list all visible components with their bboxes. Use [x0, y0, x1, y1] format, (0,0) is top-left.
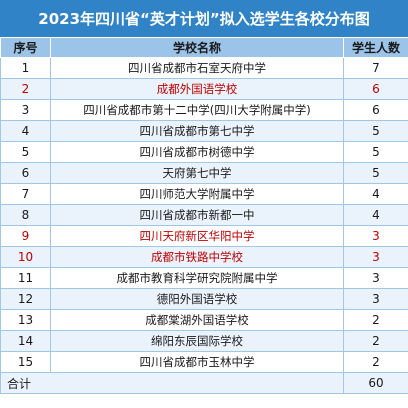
school-name: 成都外国语学校 — [50, 78, 344, 100]
student-count: 5 — [343, 141, 408, 163]
school-name: 绵阳东辰国际学校 — [50, 330, 344, 352]
table-row: 5 四川省成都市树德中学 5 — [0, 141, 408, 163]
student-count: 7 — [343, 57, 408, 79]
row-number: 6 — [0, 162, 51, 184]
table-row: 13 成都棠湖外国语学校 2 — [0, 309, 408, 331]
student-count: 5 — [343, 120, 408, 142]
table-body: 1 四川省成都市石室天府中学 7 2 成都外国语学校 6 3 四川省成都市第十二中学(四川大学… — [0, 57, 408, 394]
row-number: 15 — [0, 351, 51, 373]
header-row: 序号 学校名称 学生人数 — [0, 37, 408, 58]
total-count: 60 — [343, 372, 408, 394]
school-name: 四川省成都市新都一中 — [50, 204, 344, 226]
school-name: 四川省成都市玉林中学 — [50, 351, 344, 373]
table-row: 4 四川省成都市第七中学 5 — [0, 120, 408, 142]
school-name: 四川师范大学附属中学 — [50, 183, 344, 205]
row-number: 5 — [0, 141, 51, 163]
table-row: 1 四川省成都市石室天府中学 7 — [0, 57, 408, 79]
table-row: 9 四川天府新区华阳中学 3 — [0, 225, 408, 247]
row-number: 4 — [0, 120, 51, 142]
table-row: 6 天府第七中学 5 — [0, 162, 408, 184]
school-distribution-table: 序号 学校名称 学生人数 1 四川省成都市石室天府中学 7 2 成都外国语学校 6 3 四川省… — [0, 37, 408, 394]
table-row: 7 四川师范大学附属中学 4 — [0, 183, 408, 205]
header-no: 序号 — [0, 37, 51, 58]
student-count: 6 — [343, 99, 408, 121]
table-row: 10 成都市铁路中学校 3 — [0, 246, 408, 268]
row-number: 8 — [0, 204, 51, 226]
student-count: 3 — [343, 246, 408, 268]
school-name: 四川省成都市石室天府中学 — [50, 57, 344, 79]
school-name: 成都棠湖外国语学校 — [50, 309, 344, 331]
row-number: 14 — [0, 330, 51, 352]
row-number: 10 — [0, 246, 51, 268]
table-row: 11 成都市教育科学研究院附属中学 3 — [0, 267, 408, 289]
school-name: 成都市铁路中学校 — [50, 246, 344, 268]
header-school: 学校名称 — [50, 37, 344, 58]
student-count: 6 — [343, 78, 408, 100]
student-count: 4 — [343, 204, 408, 226]
school-name: 四川省成都市第十二中学(四川大学附属中学) — [50, 99, 344, 121]
student-count: 3 — [343, 225, 408, 247]
table-row: 12 德阳外国语学校 3 — [0, 288, 408, 310]
total-label: 合计 — [0, 372, 344, 394]
table-row: 15 四川省成都市玉林中学 2 — [0, 351, 408, 373]
table-row: 8 四川省成都市新都一中 4 — [0, 204, 408, 226]
row-number: 11 — [0, 267, 51, 289]
row-number: 2 — [0, 78, 51, 100]
header-count: 学生人数 — [343, 37, 408, 58]
school-name: 天府第七中学 — [50, 162, 344, 184]
table-row: 3 四川省成都市第十二中学(四川大学附属中学) 6 — [0, 99, 408, 121]
school-name: 四川省成都市树德中学 — [50, 141, 344, 163]
student-count: 3 — [343, 267, 408, 289]
school-name: 成都市教育科学研究院附属中学 — [50, 267, 344, 289]
student-count: 2 — [343, 330, 408, 352]
student-count: 2 — [343, 309, 408, 331]
row-number: 3 — [0, 99, 51, 121]
row-number: 9 — [0, 225, 51, 247]
school-name: 德阳外国语学校 — [50, 288, 344, 310]
student-count: 5 — [343, 162, 408, 184]
row-number: 1 — [0, 57, 51, 79]
table-title: 2023年四川省“英才计划”拟入选学生各校分布图 — [0, 0, 408, 37]
student-count: 4 — [343, 183, 408, 205]
school-name: 四川省成都市第七中学 — [50, 120, 344, 142]
student-count: 2 — [343, 351, 408, 373]
table-row: 14 绵阳东辰国际学校 2 — [0, 330, 408, 352]
row-number: 13 — [0, 309, 51, 331]
student-count: 3 — [343, 288, 408, 310]
table-row: 2 成都外国语学校 6 — [0, 78, 408, 100]
school-name: 四川天府新区华阳中学 — [50, 225, 344, 247]
total-row: 合计 60 — [0, 372, 408, 394]
row-number: 12 — [0, 288, 51, 310]
row-number: 7 — [0, 183, 51, 205]
